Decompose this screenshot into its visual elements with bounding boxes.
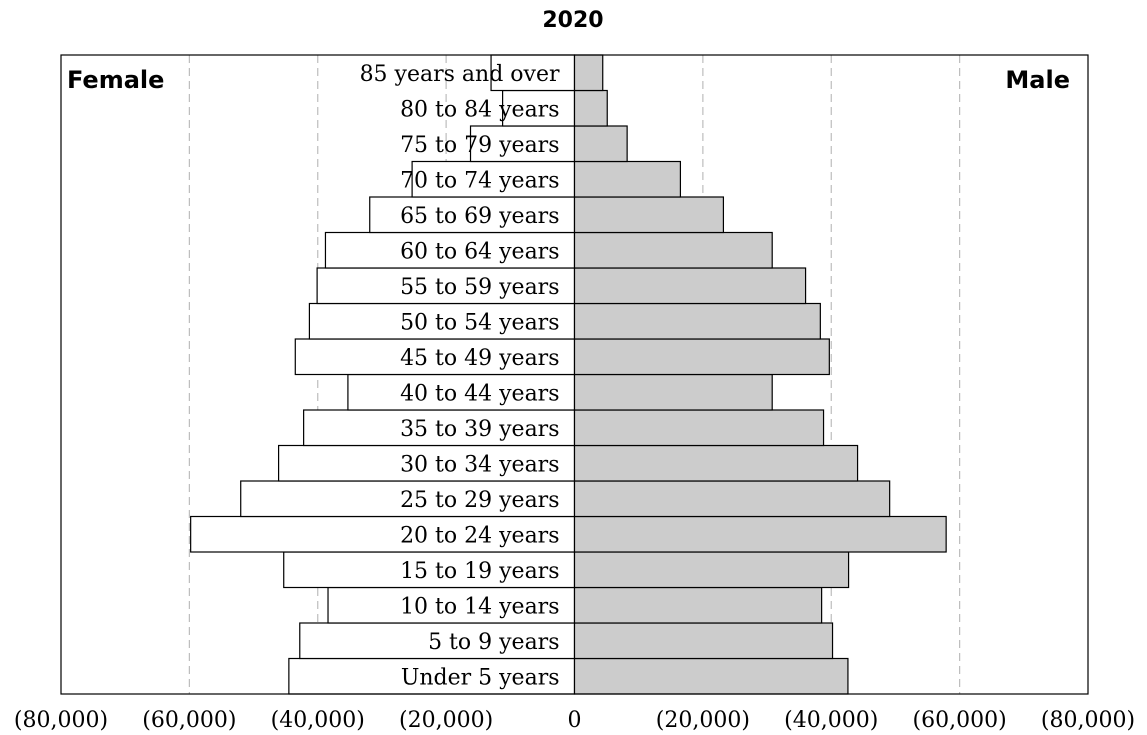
- category-label: 55 to 59 years: [400, 275, 559, 300]
- bars: [190, 54, 947, 695]
- female-bar: [316, 267, 576, 305]
- male-bar: [573, 551, 850, 589]
- male-bar: [573, 515, 947, 553]
- female-bar: [288, 657, 576, 695]
- female-bar: [190, 515, 576, 553]
- x-tick-label: (80,000): [14, 708, 108, 733]
- category-label: 60 to 64 years: [400, 239, 559, 264]
- x-tick-label: (20,000): [399, 708, 493, 733]
- female-bar: [308, 302, 576, 340]
- male-bar: [573, 444, 859, 482]
- female-bar: [240, 480, 576, 518]
- male-bar: [573, 125, 628, 163]
- x-axis-tick-labels: (80,000) (60,000) (40,000) (20,000) 0 (20,000…: [14, 708, 1135, 733]
- category-label: 20 to 24 years: [400, 523, 559, 548]
- plot-frame: [60, 54, 1089, 695]
- category-label: 50 to 54 years: [400, 310, 559, 335]
- male-bar: [573, 267, 807, 305]
- female-bar: [299, 622, 576, 660]
- category-label: 65 to 69 years: [400, 204, 559, 229]
- chart-title: 2020: [542, 8, 603, 33]
- male-label: Male: [1005, 66, 1070, 94]
- category-label: 40 to 44 years: [400, 381, 559, 406]
- male-bar: [573, 196, 725, 234]
- male-bar: [573, 160, 682, 198]
- category-label: 25 to 29 years: [400, 488, 559, 513]
- female-bar: [283, 551, 576, 589]
- category-labels: Under 5 years 5 to 9 years 10 to 14 years 1…: [360, 62, 560, 691]
- category-label: 70 to 74 years: [400, 168, 559, 193]
- x-tick-label: 0: [568, 708, 582, 733]
- category-label: 30 to 34 years: [400, 452, 559, 477]
- male-bar: [573, 338, 830, 376]
- category-label: 45 to 49 years: [400, 346, 559, 371]
- male-bar: [573, 657, 849, 695]
- male-bar: [573, 373, 773, 411]
- x-tick-label: (60,000): [913, 708, 1007, 733]
- male-bar: [573, 622, 834, 660]
- x-tick-label: (20,000): [656, 708, 750, 733]
- male-bar: [573, 586, 823, 624]
- category-label: 10 to 14 years: [400, 594, 559, 619]
- category-label: 35 to 39 years: [400, 417, 559, 442]
- male-bar: [573, 54, 604, 92]
- category-label: 75 to 79 years: [400, 133, 559, 158]
- female-bar: [490, 54, 576, 92]
- male-bar: [573, 409, 825, 447]
- female-bar: [324, 231, 576, 269]
- x-tick-label: (40,000): [784, 708, 878, 733]
- x-tick-label: (80,000): [1041, 708, 1135, 733]
- x-tick-label: (60,000): [142, 708, 236, 733]
- category-label: Under 5 years: [401, 665, 560, 690]
- female-bar: [347, 373, 576, 411]
- category-label: 80 to 84 years: [400, 97, 559, 122]
- male-bar: [573, 480, 891, 518]
- male-bar: [573, 231, 773, 269]
- x-tick-label: (40,000): [271, 708, 365, 733]
- category-label: 15 to 19 years: [400, 559, 559, 584]
- female-label: Female: [67, 66, 164, 94]
- male-bar: [573, 302, 821, 340]
- male-bar: [573, 89, 608, 127]
- category-label: 5 to 9 years: [428, 630, 559, 655]
- category-label: 85 years and over: [360, 62, 560, 87]
